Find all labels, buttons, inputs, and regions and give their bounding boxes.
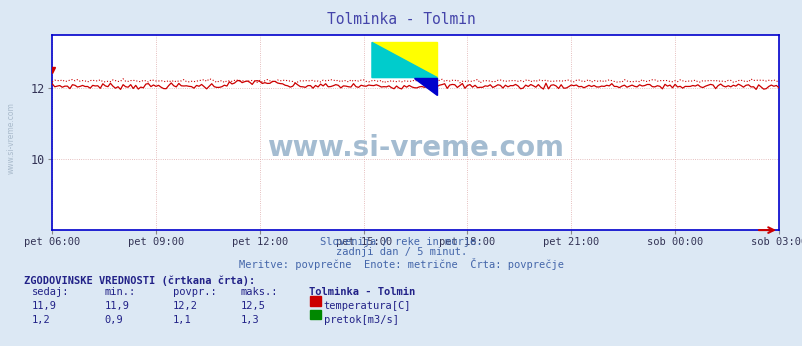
Text: 1,2: 1,2 bbox=[32, 315, 51, 325]
Polygon shape bbox=[371, 43, 437, 78]
Text: zadnji dan / 5 minut.: zadnji dan / 5 minut. bbox=[335, 247, 467, 257]
Text: 11,9: 11,9 bbox=[32, 301, 57, 311]
Text: 1,3: 1,3 bbox=[241, 315, 259, 325]
Text: sedaj:: sedaj: bbox=[32, 287, 70, 297]
Text: Slovenija / reke in morje.: Slovenija / reke in morje. bbox=[320, 237, 482, 247]
Text: 0,9: 0,9 bbox=[104, 315, 123, 325]
Text: 11,9: 11,9 bbox=[104, 301, 129, 311]
Text: min.:: min.: bbox=[104, 287, 136, 297]
Text: 1,1: 1,1 bbox=[172, 315, 191, 325]
Text: povpr.:: povpr.: bbox=[172, 287, 216, 297]
Text: Tolminka - Tolmin: Tolminka - Tolmin bbox=[326, 12, 476, 27]
Text: 12,2: 12,2 bbox=[172, 301, 197, 311]
Text: temperatura[C]: temperatura[C] bbox=[323, 301, 411, 311]
Text: Meritve: povprečne  Enote: metrične  Črta: povprečje: Meritve: povprečne Enote: metrične Črta:… bbox=[239, 258, 563, 270]
Polygon shape bbox=[414, 78, 437, 95]
Text: Tolminka - Tolmin: Tolminka - Tolmin bbox=[309, 287, 415, 297]
Polygon shape bbox=[371, 43, 437, 78]
Text: pretok[m3/s]: pretok[m3/s] bbox=[323, 315, 398, 325]
Text: 12,5: 12,5 bbox=[241, 301, 265, 311]
Text: www.si-vreme.com: www.si-vreme.com bbox=[267, 134, 563, 162]
Text: ZGODOVINSKE VREDNOSTI (črtkana črta):: ZGODOVINSKE VREDNOSTI (črtkana črta): bbox=[24, 275, 255, 285]
Text: www.si-vreme.com: www.si-vreme.com bbox=[6, 102, 15, 174]
Text: maks.:: maks.: bbox=[241, 287, 278, 297]
